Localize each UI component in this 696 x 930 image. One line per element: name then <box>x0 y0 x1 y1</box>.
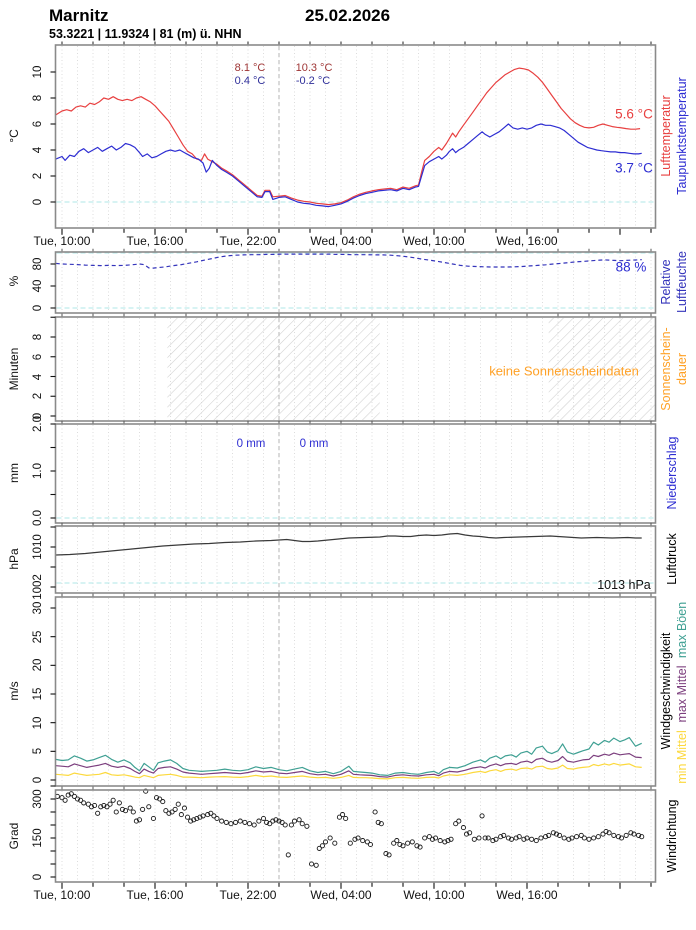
panel-label-humidity-line2: Luftfeuchte <box>675 251 689 313</box>
panel-label-wind-speed: Windgeschwindigkeit <box>659 632 673 750</box>
annotation-wed-min-temp: -0.2 °C <box>295 75 331 87</box>
wind-series-line <box>55 762 642 780</box>
xtick-mid-4: Wed, 10:00 <box>403 234 465 248</box>
panel-sunshine <box>50 313 657 425</box>
station-name: Marnitz <box>49 6 109 25</box>
xtick-mid-0: Tue, 10:00 <box>33 234 91 248</box>
ytick-winddir-0: 0 <box>32 873 44 881</box>
annotation-wed-max-temp: 10.3 °C <box>295 62 333 74</box>
xtick-mid-2: Tue, 22:00 <box>219 234 277 248</box>
ytick-wind-5: 5 <box>32 748 44 755</box>
ytick-precipitation-1.0: 1.0 <box>32 463 44 479</box>
ytick-pressure-1010: 1010 <box>32 534 44 560</box>
panel-label-dew-point: Taupunktstemperatur <box>675 77 689 195</box>
axis-unit-precipitation: mm <box>7 463 21 483</box>
axis-unit-pressure: hPa <box>7 548 21 570</box>
ytick-humidity-0: 0 <box>32 304 44 312</box>
latest-pressure: 1013 hPa <box>597 578 651 592</box>
ytick-temperature-6: 6 <box>32 120 44 128</box>
panel-humidity <box>50 248 657 317</box>
panel-label-air-temperature: Lufttemperatur <box>659 95 673 177</box>
ytick-temperature-8: 8 <box>32 94 44 102</box>
ytick-humidity-40: 40 <box>32 279 44 293</box>
axis-unit-temperature: °C <box>7 129 21 143</box>
ytick-sunshine-4: 4 <box>32 373 44 380</box>
xtick-bot-0: Tue, 10:00 <box>33 888 91 902</box>
panel-pressure <box>50 522 657 597</box>
pressure-series-line <box>55 532 642 556</box>
annotation-tue-min-temp: 0.4 °C <box>234 75 266 87</box>
ytick-wind-25: 25 <box>32 630 44 644</box>
wind-series-line <box>55 736 642 777</box>
panel-label-humidity-line1: Relative <box>659 259 673 305</box>
annotation-tue-max-temp: 8.1 °C <box>234 62 266 74</box>
panel-label-sunshine-line2: dauer <box>675 353 689 385</box>
latest-humidity: 88 % <box>615 259 647 275</box>
ytick-winddir-150: 150 <box>32 828 44 848</box>
legend-max-gusts: max Böen <box>675 601 689 659</box>
ytick-sunshine-8: 8 <box>32 333 44 341</box>
xtick-mid-5: Wed, 16:00 <box>496 234 558 248</box>
axis-unit-humidity: % <box>7 275 21 287</box>
panel-label-precipitation: Niederschlag <box>665 436 679 510</box>
xtick-bot-1: Tue, 16:00 <box>126 888 184 902</box>
axis-unit-winddir: Grad <box>7 822 21 850</box>
ytick-precipitation-0.0: 0.0 <box>32 510 44 526</box>
ytick-sunshine-2: 2 <box>32 393 44 400</box>
no-data-hatch <box>548 318 656 420</box>
panel-precipitation <box>50 420 657 527</box>
ytick-wind-15: 15 <box>32 687 44 701</box>
xtick-mid-1: Tue, 16:00 <box>126 234 184 248</box>
panel-wind <box>50 593 657 790</box>
axis-unit-wind: m/s <box>7 681 21 701</box>
legend-min-mean: min Mittel <box>675 730 689 784</box>
forecast-date: 25.02.2026 <box>305 6 391 25</box>
precip-total-tue: 0 mm <box>236 438 266 450</box>
wind-series-line <box>55 752 642 778</box>
temperature-series-line <box>55 123 642 208</box>
ytick-wind-30: 30 <box>32 601 44 615</box>
ytick-humidity-80: 80 <box>32 257 44 271</box>
panel-label-sunshine-line1: Sonnenschein- <box>659 327 673 411</box>
ytick-temperature-10: 10 <box>32 65 44 79</box>
ytick-winddir-300: 300 <box>32 789 44 809</box>
temperature-series-line <box>55 67 641 206</box>
xtick-bot-2: Tue, 22:00 <box>219 888 277 902</box>
legend-max-mean: max Mittel <box>675 665 689 723</box>
precip-total-wed: 0 mm <box>299 438 329 450</box>
xtick-bot-4: Wed, 10:00 <box>403 888 465 902</box>
ytick-wind-10: 10 <box>32 716 44 730</box>
panel-temperature <box>50 41 657 229</box>
ytick-wind-0: 0 <box>32 776 44 784</box>
station-coordinates: 53.3221 | 11.9324 | 81 (m) ü. NHN <box>49 27 242 41</box>
latest-dew-point: 3.7 °C <box>615 160 653 176</box>
no-data-hatch <box>167 318 380 420</box>
xtick-bot-5: Wed, 16:00 <box>496 888 558 902</box>
ytick-pressure-1002: 1002 <box>32 574 44 600</box>
ytick-wind-20: 20 <box>32 658 44 672</box>
humidity-series-line <box>55 253 642 269</box>
xtick-mid-3: Wed, 04:00 <box>310 234 372 248</box>
panel-winddir <box>50 785 657 883</box>
latest-air-temperature: 5.6 °C <box>615 106 653 122</box>
ytick-precipitation-2.0: 2.0 <box>32 416 44 432</box>
ytick-temperature-2: 2 <box>32 172 44 180</box>
panel-label-wind-direction: Windrichtung <box>665 799 679 873</box>
panel-label-pressure: Luftdruck <box>665 533 679 585</box>
ytick-sunshine-6: 6 <box>32 353 44 360</box>
ytick-temperature-4: 4 <box>32 146 44 154</box>
no-sunshine-data-text: keine Sonnenscheindaten <box>489 363 639 379</box>
ytick-temperature-0: 0 <box>32 198 44 206</box>
axis-unit-sunshine: Minuten <box>7 347 21 391</box>
xtick-bot-3: Wed, 04:00 <box>310 888 372 902</box>
